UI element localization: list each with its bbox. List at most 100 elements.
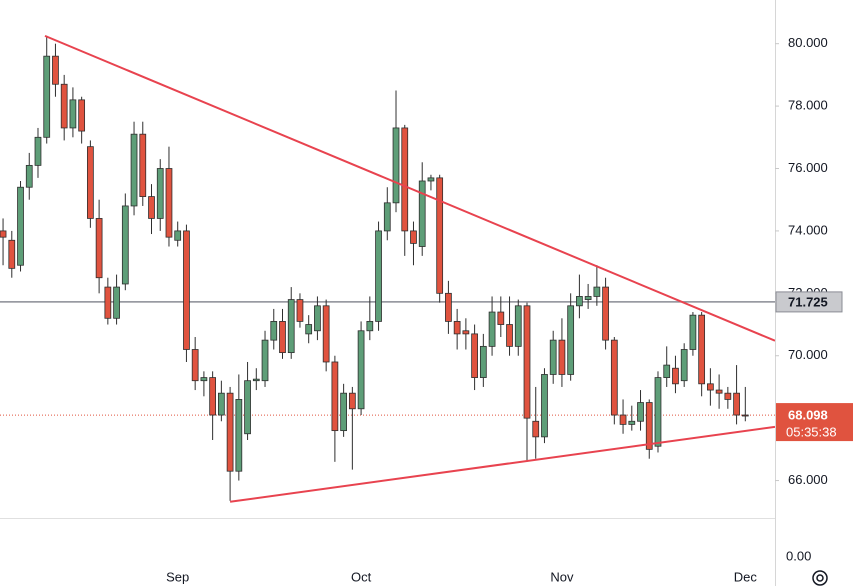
settings-icon-ring <box>812 570 828 586</box>
candle-body <box>25 164 33 188</box>
lower-pane-label: 0.00 <box>786 548 811 563</box>
candle-body <box>523 305 531 419</box>
candle-body <box>645 402 653 450</box>
candle-body <box>348 392 356 410</box>
candle-body <box>69 99 77 129</box>
candle-body <box>576 296 583 307</box>
candle-body <box>217 392 225 416</box>
candle-body <box>165 168 173 238</box>
candle-body <box>401 127 409 232</box>
settings-icon[interactable] <box>812 570 828 586</box>
candle-body <box>113 286 120 319</box>
candle-body <box>733 392 740 416</box>
x-tick-label: Nov <box>550 569 574 584</box>
candle-body <box>226 392 234 472</box>
candle-body <box>200 377 208 382</box>
candle-body <box>279 321 286 354</box>
x-tick-label: Dec <box>734 569 758 584</box>
candle-body <box>610 339 618 416</box>
candle-body <box>383 202 391 232</box>
candle-body <box>305 324 313 335</box>
candle-body <box>34 136 42 166</box>
candle-body <box>628 420 636 425</box>
candle-body <box>8 239 16 269</box>
candle-body <box>514 305 522 347</box>
candle-body <box>715 389 723 394</box>
plot-area <box>0 34 775 503</box>
y-tick-label: 74.000 <box>788 222 828 237</box>
candle-body <box>340 392 347 432</box>
candle-body <box>558 339 566 375</box>
candle-body <box>471 333 478 378</box>
candle-body <box>567 305 575 375</box>
candle-body <box>261 339 269 382</box>
candle-body <box>375 230 382 322</box>
candle-body <box>654 377 662 447</box>
candle-body <box>462 330 470 335</box>
candle-body <box>209 377 217 416</box>
candle-body <box>698 314 706 385</box>
candle-body <box>244 380 251 435</box>
candle-body <box>602 286 609 341</box>
candle-body <box>453 321 461 335</box>
candle-body <box>121 205 129 285</box>
candle-body <box>43 55 51 138</box>
candle-body <box>78 99 86 132</box>
candle-body <box>445 292 452 322</box>
candle-body <box>270 321 278 341</box>
candle-body <box>287 299 295 354</box>
candle-body <box>593 286 601 297</box>
candle-body <box>707 383 714 391</box>
candle-body <box>156 168 164 219</box>
candle-body <box>680 349 688 382</box>
candle-body <box>95 218 103 279</box>
candle-body <box>436 177 444 294</box>
candle-body <box>741 414 749 417</box>
settings-icon-core <box>816 574 824 582</box>
candle-body <box>532 420 540 438</box>
candle-body <box>584 296 592 300</box>
y-tick-label: 78.000 <box>788 98 828 113</box>
trendline <box>229 425 775 503</box>
candle-body <box>0 230 7 238</box>
candle-body <box>130 133 138 207</box>
countdown-label: 05:35:38 <box>786 425 837 440</box>
candle-body <box>87 146 94 219</box>
candle-body <box>418 180 426 247</box>
candle-body <box>366 321 374 332</box>
candle-body <box>689 314 697 350</box>
candle-body <box>322 305 330 363</box>
candle-body <box>724 392 732 400</box>
candle-body <box>252 378 260 382</box>
x-tick-label: Sep <box>166 569 189 584</box>
candle-body <box>497 311 505 325</box>
candle-body <box>104 286 112 319</box>
y-tick-label: 70.000 <box>788 347 828 362</box>
candle-body <box>392 127 400 204</box>
candle-body <box>357 330 365 410</box>
y-tick-label: 80.000 <box>788 35 828 50</box>
candle-body <box>314 305 321 332</box>
candle-body <box>191 349 199 382</box>
candle-body <box>148 196 155 219</box>
y-tick-label: 66.000 <box>788 472 828 487</box>
candle-body <box>139 133 147 197</box>
candle-body <box>17 186 24 266</box>
candle-body <box>235 399 243 472</box>
candle-body <box>296 299 304 322</box>
candle-body <box>52 55 59 85</box>
candle-body <box>479 345 487 378</box>
y-tick-label: 76.000 <box>788 160 828 175</box>
candle-body <box>183 230 190 350</box>
candle-body <box>663 364 671 378</box>
candle-body <box>506 324 513 347</box>
candle-body <box>672 367 679 385</box>
horizontal-line-label: 71.725 <box>788 294 828 309</box>
candle-body <box>619 414 627 425</box>
horizontal-line-box <box>775 291 843 313</box>
candle-body <box>549 339 557 375</box>
candle-body <box>410 230 417 244</box>
candle-body <box>174 230 182 241</box>
